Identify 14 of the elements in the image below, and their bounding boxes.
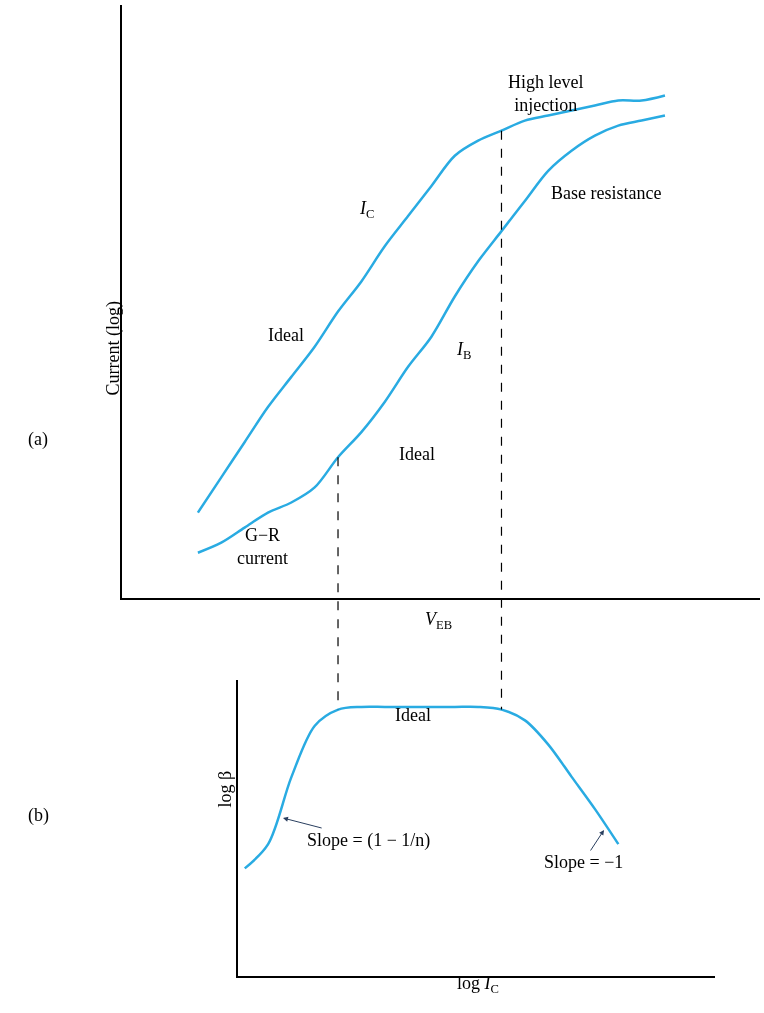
text: (a) bbox=[28, 429, 48, 450]
annotation: Slope = (1 − 1/n) bbox=[307, 830, 431, 851]
annotation: Slope = −1 bbox=[544, 852, 624, 872]
annotation: Ideal bbox=[268, 325, 304, 345]
series-label: I$_{C}$ bbox=[359, 198, 375, 221]
text: (b) bbox=[28, 805, 49, 826]
annotation: High level injection bbox=[508, 72, 584, 116]
annotation: G−R current bbox=[237, 525, 288, 569]
y-axis-title: log β bbox=[214, 770, 235, 808]
x-axis-title: V$_{EB}$ bbox=[425, 609, 453, 632]
annotation: Base resistance bbox=[551, 183, 662, 203]
annotation: Ideal bbox=[395, 705, 431, 725]
series-label: I$_{B}$ bbox=[456, 339, 472, 362]
annotation: Ideal bbox=[399, 444, 435, 464]
